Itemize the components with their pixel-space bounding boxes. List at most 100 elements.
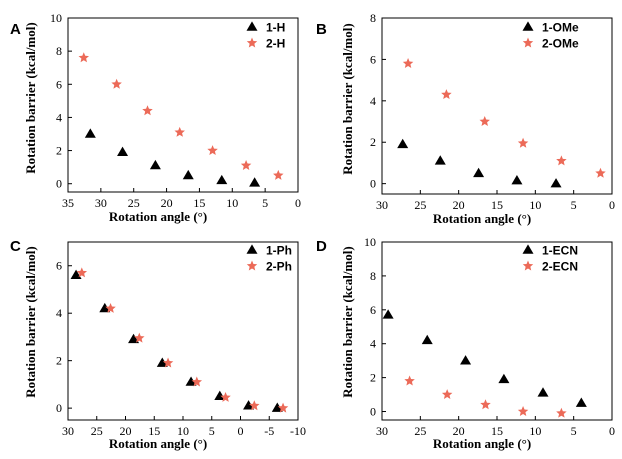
- data-point-d-s2: [556, 407, 567, 418]
- legend-label-d-s1: 1-ECN: [542, 244, 578, 258]
- y-axis-title-b: Rotation barrier (kcal/mol): [340, 23, 355, 174]
- data-point-c-s1: [214, 390, 226, 401]
- data-point-a-s1: [117, 146, 129, 157]
- x-tick-label-d: 5: [571, 424, 577, 438]
- x-tick-label-a: 35: [62, 196, 74, 210]
- x-tick-label-c: 25: [91, 424, 103, 438]
- x-tick-label-c: 5: [209, 424, 215, 438]
- data-point-d-s1: [575, 397, 587, 407]
- legend-marker-c-s1: [246, 244, 258, 254]
- x-tick-label-d: 10: [529, 424, 541, 438]
- y-tick-label-c: 4: [56, 306, 62, 320]
- data-point-c-s1: [243, 400, 255, 410]
- x-tick-label-b: 25: [414, 198, 426, 212]
- legend-marker-d-s1: [522, 244, 534, 254]
- data-point-b-s2: [556, 155, 567, 166]
- y-tick-label-d: 2: [370, 371, 376, 385]
- panel-a: A Rotation angle (°) Rotation barrier (k…: [10, 11, 301, 224]
- x-tick-label-c: 20: [120, 424, 132, 438]
- data-point-c-s2: [105, 302, 116, 313]
- x-tick-label-d: 15: [491, 424, 503, 438]
- data-point-c-s2: [134, 332, 145, 343]
- x-tick-label-c: 15: [148, 424, 160, 438]
- x-tick-label-b: 20: [453, 198, 465, 212]
- x-tick-label-d: 25: [414, 424, 426, 438]
- y-tick-label-b: 8: [370, 11, 376, 25]
- data-point-b-s2: [402, 58, 414, 68]
- x-tick-label-c: 0: [238, 424, 244, 438]
- x-tick-label-b: 0: [609, 198, 615, 212]
- data-point-a-s2: [174, 126, 185, 137]
- x-tick-label-d: 20: [453, 424, 465, 438]
- data-point-c-s2: [220, 391, 231, 402]
- plot-frame-a: [67, 17, 299, 193]
- data-point-a-s1: [182, 169, 194, 180]
- data-point-b-s2: [441, 89, 452, 100]
- y-tick-label-a: 8: [56, 44, 62, 58]
- legend-label-c-s2: 2-Ph: [266, 260, 292, 274]
- x-tick-label-a: 10: [226, 196, 238, 210]
- data-point-c-s1: [99, 302, 111, 313]
- y-tick-label-c: 6: [56, 259, 62, 273]
- y-tick-label-d: 6: [370, 303, 376, 317]
- data-point-b-s1: [550, 178, 562, 188]
- y-tick-label-b: 6: [370, 52, 376, 66]
- data-point-c-s2: [76, 267, 88, 278]
- y-tick-label-b: 2: [370, 135, 376, 149]
- data-point-d-s2: [404, 375, 415, 386]
- x-axis-title-b: Rotation angle (°): [433, 211, 531, 226]
- x-tick-label-a: 5: [262, 196, 268, 210]
- panel-letter-b: B: [316, 21, 327, 38]
- plot-frame-c: [67, 241, 299, 421]
- data-point-a-s1: [249, 177, 261, 187]
- y-tick-label-a: 4: [56, 110, 62, 124]
- panel-letter-d: D: [316, 238, 327, 255]
- data-point-b-s1: [434, 155, 446, 165]
- legend-marker-a-s2: [246, 37, 258, 48]
- data-point-a-s1: [149, 159, 161, 170]
- y-tick-label-a: 0: [56, 177, 62, 191]
- data-point-b-s2: [479, 116, 490, 126]
- legend-label-c-s1: 1-Ph: [266, 244, 292, 258]
- data-point-c-s2: [162, 357, 174, 368]
- panel-letter-c: C: [10, 238, 21, 255]
- data-point-c-s2: [191, 376, 203, 387]
- data-point-c-s1: [185, 376, 197, 386]
- x-tick-label-a: 0: [295, 196, 301, 210]
- y-tick-label-d: 4: [370, 337, 376, 351]
- data-point-a-s2: [111, 78, 122, 89]
- panel-c: C Rotation angle (°) Rotation barrier (k…: [10, 238, 306, 451]
- data-point-c-s1: [156, 357, 168, 367]
- data-point-b-s1: [511, 174, 523, 185]
- data-point-c-s2: [277, 402, 289, 413]
- legend-label-b-s1: 1-OMe: [542, 21, 579, 35]
- y-tick-label-a: 6: [56, 77, 62, 91]
- data-point-b-s1: [473, 167, 485, 178]
- x-axis-title-a: Rotation angle (°): [109, 209, 207, 224]
- x-tick-label-a: 15: [193, 196, 205, 210]
- y-tick-label-a: 10: [50, 11, 62, 25]
- data-point-d-s1: [537, 387, 549, 397]
- x-axis-title-d: Rotation angle (°): [433, 436, 531, 451]
- y-tick-label-b: 0: [370, 177, 376, 191]
- data-point-a-s2: [78, 52, 89, 63]
- x-tick-label-b: 15: [491, 198, 503, 212]
- x-tick-label-d: 30: [376, 424, 388, 438]
- x-tick-label-b: 10: [529, 198, 541, 212]
- y-tick-label-d: 0: [370, 405, 376, 419]
- data-point-b-s1: [397, 138, 409, 149]
- data-point-c-s1: [271, 402, 283, 412]
- x-tick-label-b: 5: [571, 198, 577, 212]
- data-point-a-s2: [142, 105, 153, 116]
- legend-marker-c-s2: [246, 260, 258, 271]
- data-point-a-s2: [207, 145, 218, 156]
- x-axis-title-c: Rotation angle (°): [109, 436, 207, 451]
- data-point-b-s2: [517, 137, 529, 148]
- legend-marker-b-s2: [522, 37, 534, 48]
- data-point-a-s2: [240, 159, 252, 170]
- x-tick-label-a: 25: [128, 196, 140, 210]
- x-tick-label-b: 30: [376, 198, 388, 212]
- data-point-d-s2: [441, 389, 453, 400]
- y-tick-label-c: 0: [56, 401, 62, 415]
